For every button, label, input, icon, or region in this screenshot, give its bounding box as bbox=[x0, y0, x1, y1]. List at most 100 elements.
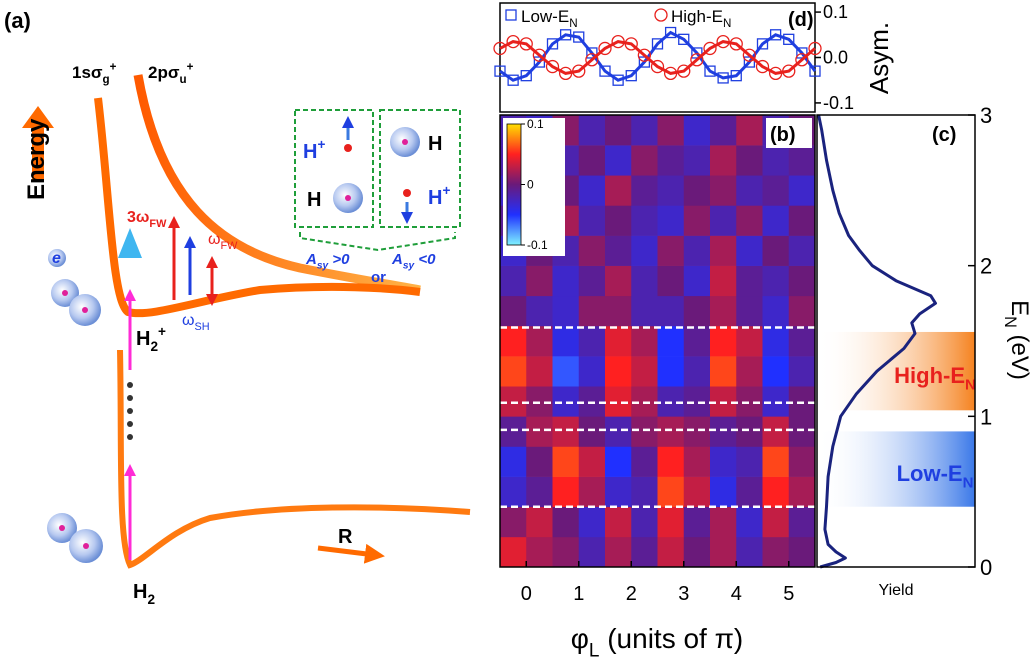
label-part: E bbox=[1006, 300, 1033, 316]
heat-cell bbox=[710, 236, 737, 266]
heat-cell bbox=[605, 145, 632, 175]
heat-cell bbox=[553, 266, 580, 296]
heat-cell bbox=[526, 296, 553, 326]
heat-cell bbox=[684, 386, 711, 416]
heat-cell bbox=[763, 296, 790, 326]
heat-cell bbox=[763, 326, 790, 356]
heat-cell bbox=[526, 266, 553, 296]
heat-cell bbox=[736, 175, 763, 205]
heat-cell bbox=[736, 386, 763, 416]
y-tick-label: 3 bbox=[980, 103, 992, 128]
heat-cell bbox=[658, 477, 685, 507]
heat-cell bbox=[710, 326, 737, 356]
heat-cell bbox=[526, 386, 553, 416]
label-part: or bbox=[371, 269, 386, 286]
heat-cell bbox=[736, 416, 763, 446]
proton-label: H+ bbox=[428, 183, 450, 209]
y-tick-label: 0.0 bbox=[823, 48, 848, 68]
label-part: (units of π) bbox=[599, 623, 743, 654]
label-part: L bbox=[589, 640, 600, 661]
label-part: H bbox=[136, 328, 150, 350]
x-axis-label: φL (units of π) bbox=[571, 623, 744, 661]
energy-label: Energy bbox=[23, 118, 50, 200]
heat-cell bbox=[684, 446, 711, 476]
heat-cell bbox=[631, 477, 658, 507]
heat-cell bbox=[605, 507, 632, 537]
heat-cell bbox=[789, 326, 816, 356]
heat-cell bbox=[710, 356, 737, 386]
heat-cell bbox=[684, 537, 711, 567]
heat-cell bbox=[631, 356, 658, 386]
heat-cell bbox=[526, 416, 553, 446]
heat-cell bbox=[579, 446, 606, 476]
label-part: + bbox=[187, 60, 194, 73]
heat-cell bbox=[526, 446, 553, 476]
heat-cell bbox=[789, 477, 816, 507]
heat-cell bbox=[605, 266, 632, 296]
x-tick-label: 2 bbox=[626, 583, 637, 605]
label-part: 1sσ bbox=[72, 63, 103, 82]
label-part: High-E bbox=[671, 7, 723, 26]
heat-cell bbox=[605, 446, 632, 476]
heat-cell bbox=[710, 266, 737, 296]
label-part: High-E bbox=[894, 363, 965, 388]
heat-cell bbox=[763, 266, 790, 296]
heat-cell bbox=[526, 326, 553, 356]
heat-cell bbox=[789, 205, 816, 235]
heat-cell bbox=[710, 386, 737, 416]
label-part: FW bbox=[221, 240, 239, 252]
heat-cell bbox=[658, 386, 685, 416]
heat-cell bbox=[579, 296, 606, 326]
heat-cell bbox=[789, 537, 816, 567]
curve-2p bbox=[138, 75, 420, 290]
heat-cell bbox=[736, 236, 763, 266]
heat-cell bbox=[763, 205, 790, 235]
heat-cell bbox=[684, 326, 711, 356]
heat-cell bbox=[789, 507, 816, 537]
heat-cell bbox=[553, 477, 580, 507]
heat-cell bbox=[658, 175, 685, 205]
heat-cell bbox=[684, 416, 711, 446]
label-part: N bbox=[1001, 316, 1019, 328]
heat-cell bbox=[736, 507, 763, 537]
heat-cell bbox=[736, 477, 763, 507]
heat-cell bbox=[684, 477, 711, 507]
heat-cell bbox=[789, 416, 816, 446]
heat-cell bbox=[736, 296, 763, 326]
label-part: Energy bbox=[23, 118, 50, 200]
y-tick-label: 2 bbox=[980, 254, 992, 279]
heat-cell bbox=[500, 326, 527, 356]
label-part: 2pσ bbox=[148, 63, 180, 82]
heat-cell bbox=[579, 326, 606, 356]
heat-cell bbox=[631, 507, 658, 537]
curve-h2 bbox=[120, 350, 470, 565]
y-axis-label: Asym. bbox=[864, 22, 894, 94]
heat-cell bbox=[763, 386, 790, 416]
heat-cell bbox=[684, 115, 711, 145]
heat-cell bbox=[789, 356, 816, 386]
y-axis-label: EN (eV) bbox=[1001, 300, 1033, 380]
heat-cell bbox=[500, 296, 527, 326]
label-part: A bbox=[391, 251, 403, 268]
heat-cell bbox=[710, 477, 737, 507]
heat-cell bbox=[500, 446, 527, 476]
heat-cell bbox=[553, 507, 580, 537]
heat-cell bbox=[763, 477, 790, 507]
heat-cell bbox=[658, 537, 685, 567]
label-part: >0 bbox=[328, 251, 350, 268]
heat-cell bbox=[763, 175, 790, 205]
atoms bbox=[47, 249, 103, 563]
box-atoms bbox=[333, 122, 420, 218]
heat-cell bbox=[553, 416, 580, 446]
heat-cell bbox=[605, 477, 632, 507]
heat-cell bbox=[658, 446, 685, 476]
heat-cell bbox=[710, 507, 737, 537]
heat-cell bbox=[789, 386, 816, 416]
heat-cell bbox=[658, 266, 685, 296]
heat-cell bbox=[500, 266, 527, 296]
y-tick-label: 1 bbox=[980, 404, 992, 429]
heat-cell bbox=[658, 356, 685, 386]
heat-cell bbox=[736, 266, 763, 296]
photon-label: 3ωFW bbox=[127, 209, 167, 230]
colorbar-tick-label: 0 bbox=[527, 178, 534, 192]
